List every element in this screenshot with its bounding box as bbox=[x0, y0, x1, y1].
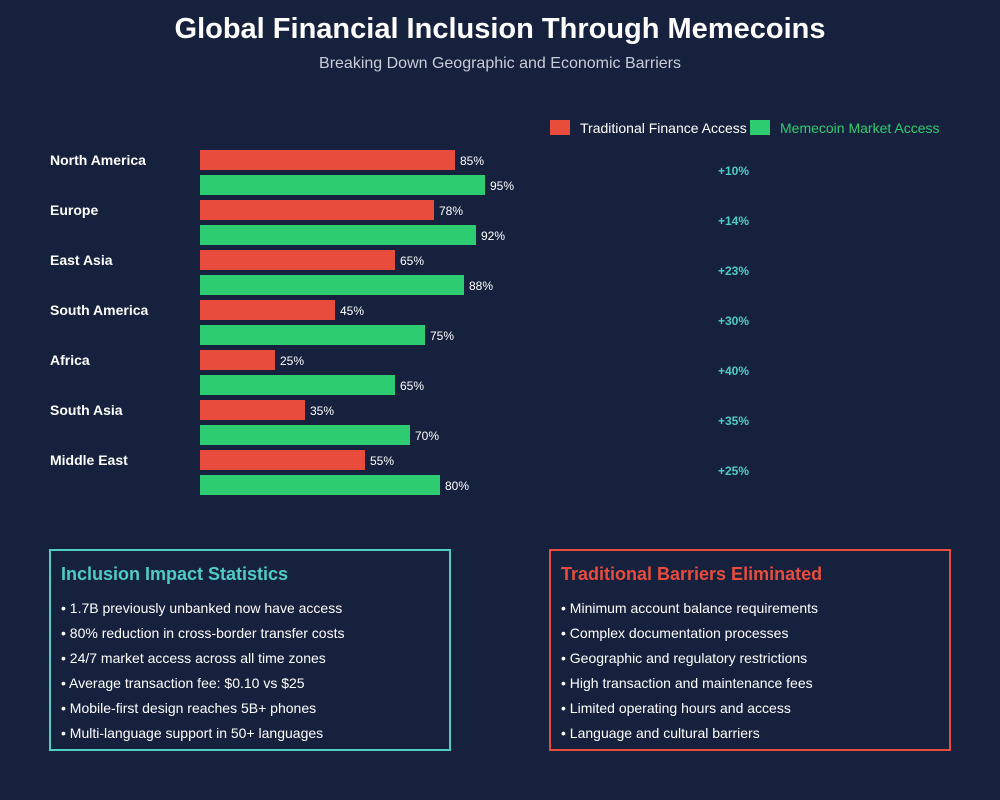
list-item: Language and cultural barriers bbox=[561, 721, 818, 746]
list-item: Mobile-first design reaches 5B+ phones bbox=[61, 696, 344, 721]
difference-label: +35% bbox=[718, 414, 749, 428]
difference-label: +14% bbox=[718, 214, 749, 228]
value-label-traditional: 35% bbox=[310, 404, 334, 418]
bar-traditional bbox=[200, 200, 434, 220]
chart-subtitle: Breaking Down Geographic and Economic Ba… bbox=[319, 55, 681, 72]
bar-memecoin bbox=[200, 425, 410, 445]
value-label-traditional: 25% bbox=[280, 354, 304, 368]
category-label: Europe bbox=[50, 202, 98, 218]
bar-traditional bbox=[200, 300, 335, 320]
value-label-memecoin: 95% bbox=[490, 179, 514, 193]
legend-label-traditional: Traditional Finance Access bbox=[580, 120, 747, 136]
list-item: Minimum account balance requirements bbox=[561, 596, 818, 621]
list-item: Geographic and regulatory restrictions bbox=[561, 646, 818, 671]
bar-traditional bbox=[200, 250, 395, 270]
bar-memecoin bbox=[200, 375, 395, 395]
difference-label: +30% bbox=[718, 314, 749, 328]
list-item: Average transaction fee: $0.10 vs $25 bbox=[61, 671, 344, 696]
bar-chart: Traditional Finance Access Memecoin Marke… bbox=[50, 120, 940, 495]
legend-label-memecoin: Memecoin Market Access bbox=[780, 120, 940, 136]
barriers-eliminated-list: Minimum account balance requirements Com… bbox=[561, 596, 818, 746]
bar-traditional bbox=[200, 350, 275, 370]
inclusion-stats-title: Inclusion Impact Statistics bbox=[61, 564, 289, 584]
value-label-traditional: 45% bbox=[340, 304, 364, 318]
category-label: Middle East bbox=[50, 452, 128, 468]
list-item: Complex documentation processes bbox=[561, 621, 818, 646]
bar-memecoin bbox=[200, 175, 485, 195]
bar-memecoin bbox=[200, 325, 425, 345]
list-item: 1.7B previously unbanked now have access bbox=[61, 596, 344, 621]
difference-label: +40% bbox=[718, 364, 749, 378]
inclusion-stats-panel: Inclusion Impact Statistics 1.7B previou… bbox=[49, 549, 451, 751]
list-item: 80% reduction in cross-border transfer c… bbox=[61, 621, 345, 646]
bar-memecoin bbox=[200, 475, 440, 495]
category-label: South America bbox=[50, 302, 148, 318]
inclusion-stats-list: 1.7B previously unbanked now have access… bbox=[61, 596, 344, 746]
value-label-traditional: 55% bbox=[370, 454, 394, 468]
list-item: 24/7 market access across all time zones bbox=[61, 646, 344, 671]
bar-traditional bbox=[200, 400, 305, 420]
category-label: East Asia bbox=[50, 252, 113, 268]
bar-memecoin bbox=[200, 225, 476, 245]
barriers-eliminated-panel: Traditional Barriers Eliminated Minimum … bbox=[549, 549, 951, 751]
chart-title: Global Financial Inclusion Through Memec… bbox=[174, 13, 826, 45]
difference-label: +25% bbox=[718, 464, 749, 478]
difference-label: +10% bbox=[718, 164, 749, 178]
barriers-eliminated-title: Traditional Barriers Eliminated bbox=[561, 564, 823, 584]
value-label-memecoin: 88% bbox=[469, 279, 493, 293]
difference-label: +23% bbox=[718, 264, 749, 278]
value-label-memecoin: 92% bbox=[481, 229, 505, 243]
category-label: North America bbox=[50, 152, 146, 168]
value-label-traditional: 65% bbox=[400, 254, 424, 268]
value-label-memecoin: 75% bbox=[430, 329, 454, 343]
value-label-memecoin: 80% bbox=[445, 479, 469, 493]
value-label-traditional: 78% bbox=[439, 204, 463, 218]
legend-swatch-memecoin bbox=[750, 120, 770, 135]
bar-memecoin bbox=[200, 275, 464, 295]
value-label-traditional: 85% bbox=[460, 154, 484, 168]
legend-swatch-traditional bbox=[550, 120, 570, 135]
bar-traditional bbox=[200, 450, 365, 470]
value-label-memecoin: 70% bbox=[415, 429, 439, 443]
list-item: High transaction and maintenance fees bbox=[561, 671, 818, 696]
category-label: South Asia bbox=[50, 402, 123, 418]
value-label-memecoin: 65% bbox=[400, 379, 424, 393]
list-item: Limited operating hours and access bbox=[561, 696, 818, 721]
list-item: Multi-language support in 50+ languages bbox=[61, 721, 344, 746]
bar-traditional bbox=[200, 150, 455, 170]
category-label: Africa bbox=[50, 352, 90, 368]
